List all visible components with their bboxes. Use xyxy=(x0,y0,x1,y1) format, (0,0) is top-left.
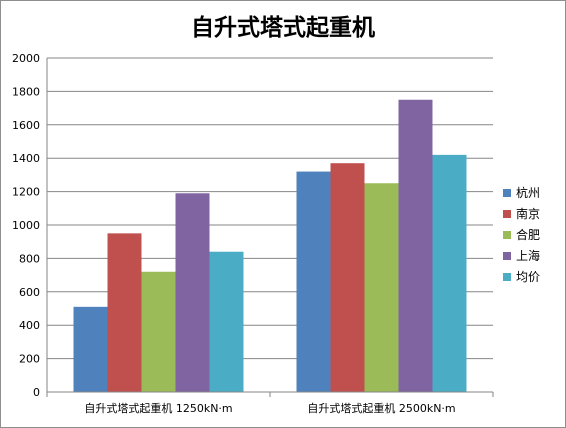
bar-2-2 xyxy=(330,163,365,392)
bar-4-2 xyxy=(398,99,433,392)
bar-4-1 xyxy=(175,193,210,392)
legend-item: 杭州 xyxy=(503,182,540,203)
legend-label: 南京 xyxy=(516,207,541,221)
legend-swatch xyxy=(503,209,511,218)
legend-swatch xyxy=(503,251,511,260)
bar-5-2 xyxy=(432,154,467,392)
legend-item: 均价 xyxy=(503,266,540,287)
legend-item: 南京 xyxy=(503,203,540,224)
y-tick-label: 800 xyxy=(19,252,40,265)
bar-1-2 xyxy=(296,171,331,392)
legend-label: 上海 xyxy=(516,249,541,263)
legend-swatch xyxy=(503,272,511,281)
x-category-label: 自升式塔式起重机 1250kN·m xyxy=(84,401,232,415)
legend-swatch xyxy=(503,188,511,197)
y-tick-label: 0 xyxy=(33,386,40,399)
legend-label: 合肥 xyxy=(516,228,541,242)
y-tick-label: 600 xyxy=(19,286,40,299)
chart-title: 自升式塔式起重机 xyxy=(191,14,375,41)
y-tick-label: 2000 xyxy=(12,52,40,65)
chart-legend: 杭州南京合肥上海均价 xyxy=(503,182,540,287)
y-tick-label: 1200 xyxy=(12,186,40,199)
bar-1-1 xyxy=(73,306,108,392)
bar-5-1 xyxy=(209,251,244,392)
y-tick-label: 1400 xyxy=(12,152,40,165)
y-tick-label: 400 xyxy=(19,319,40,332)
bar-2-1 xyxy=(107,233,142,392)
bar-3-1 xyxy=(141,271,176,392)
x-category-label: 自升式塔式起重机 2500kN·m xyxy=(307,401,455,415)
bar-3-2 xyxy=(364,183,399,392)
legend-item: 合肥 xyxy=(503,224,540,245)
y-tick-label: 200 xyxy=(19,353,40,366)
legend-label: 杭州 xyxy=(516,186,541,200)
legend-label: 均价 xyxy=(516,270,541,284)
y-tick-label: 1000 xyxy=(12,219,40,232)
legend-swatch xyxy=(503,230,511,239)
y-tick-label: 1800 xyxy=(12,85,40,98)
legend-item: 上海 xyxy=(503,245,540,266)
y-tick-label: 1600 xyxy=(12,119,40,132)
